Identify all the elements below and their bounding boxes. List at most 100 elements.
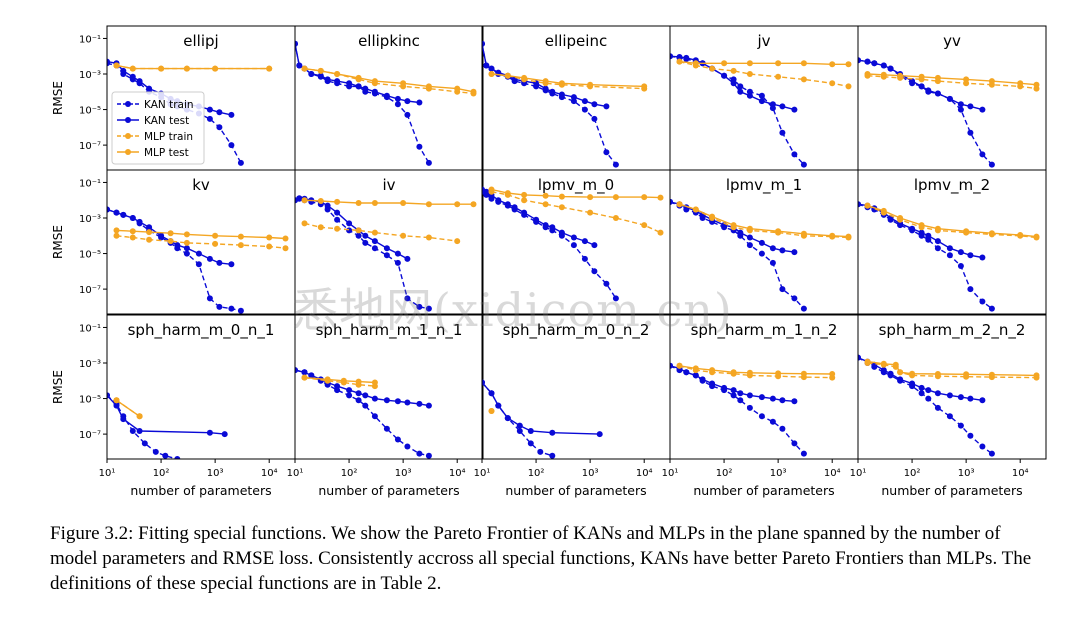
kan-train-point [355, 232, 362, 239]
kan-train-point [591, 115, 598, 122]
kan-train-point [346, 392, 353, 399]
mlp-test-point [845, 61, 852, 68]
mlp-test-point [963, 228, 970, 235]
mlp-test-point [641, 83, 648, 90]
kan-test-point [120, 416, 127, 423]
kan-test-point [683, 369, 690, 376]
panel-frame [294, 314, 484, 460]
mlp-test-point [746, 369, 753, 376]
kan-train-point [216, 124, 223, 131]
panel-data [107, 206, 289, 314]
mlp-test-point [158, 65, 165, 72]
kan-train-point [394, 259, 401, 266]
mlp-train-line [491, 191, 661, 234]
kan-test-point [779, 247, 786, 254]
mlp-test-point [864, 71, 871, 77]
kan-test-point [542, 222, 549, 229]
kan-train-point [779, 286, 786, 293]
kan-test-point [909, 78, 916, 85]
figure-caption: Figure 3.2: Fitting special functions. W… [50, 523, 1032, 594]
kan-test-point [979, 106, 986, 113]
panel-title: ellipj [183, 32, 218, 50]
x-tick-label: 10¹ [99, 468, 116, 479]
kan-test-point [758, 98, 765, 105]
kan-test-point [295, 40, 298, 47]
kan-train-point [371, 245, 378, 252]
kan-test-point [758, 394, 765, 401]
panel-title: iv [382, 176, 395, 194]
kan-test-point [676, 54, 683, 60]
kan-train-point [737, 83, 744, 90]
kan-test-point [107, 392, 110, 399]
mlp-test-point [129, 65, 136, 72]
panel-frame [294, 169, 484, 315]
x-axis-label: number of parameters [505, 483, 646, 498]
kan-test-point [362, 232, 369, 239]
x-tick-label: 10⁴ [261, 468, 278, 479]
kan-test-point [918, 83, 925, 90]
y-tick-label: 10⁻³ [79, 214, 101, 225]
x-tick-label: 10⁴ [636, 468, 653, 479]
mlp-train-point [266, 243, 273, 250]
mlp-test-point [1017, 232, 1024, 238]
mlp-test-point [897, 369, 904, 376]
y-axis-label: RMSE [51, 81, 65, 115]
kan-test-point [909, 380, 916, 387]
panel-yv: yv [857, 25, 1047, 171]
mlp-test-point [829, 61, 836, 68]
mlp-train-point [371, 229, 378, 236]
mlp-train-point [400, 232, 407, 239]
kan-train-point [162, 452, 169, 459]
mlp-test-point [934, 371, 941, 377]
kan-train-point [416, 143, 423, 150]
kan-test-point [355, 83, 362, 90]
kan-train-point [769, 418, 776, 425]
kan-train-point [237, 159, 244, 166]
x-tick-label: 10² [341, 468, 358, 479]
mlp-train-point [212, 240, 219, 247]
kan-test-point [394, 398, 401, 405]
panel-data [295, 40, 477, 166]
mlp-test-point [845, 233, 852, 240]
mlp-test-point [355, 200, 362, 206]
kan-test-point [425, 402, 432, 409]
mlp-test-point [775, 228, 782, 235]
kan-test-point [871, 60, 878, 67]
kan-train-point [425, 305, 432, 312]
kan-train-point [237, 307, 244, 314]
kan-train-point [988, 305, 995, 312]
mlp-test-point [963, 371, 970, 378]
mlp-test-point [301, 374, 308, 381]
legend-marker [125, 149, 131, 155]
panel-data [482, 186, 664, 302]
x-tick-label: 10¹ [287, 468, 304, 479]
kan-train-point [957, 106, 964, 113]
mlp-test-point [897, 215, 904, 221]
panel-sph-harm-m-2-n-2: sph_harm_m_2_n_2 10¹ 10² 10³ 10⁴ number of pa… [850, 314, 1047, 498]
kan-test-point [670, 53, 673, 60]
mlp-test-line [116, 229, 286, 240]
mlp-test-point [988, 230, 995, 237]
mlp-test-point [721, 60, 728, 67]
mlp-test-point [504, 190, 511, 197]
kan-train-point [779, 129, 786, 136]
mlp-test-point [301, 65, 308, 72]
mlp-train-point [454, 238, 461, 245]
kan-train-point [416, 303, 423, 310]
mlp-test-point [934, 74, 941, 81]
mlp-test-point [892, 361, 899, 368]
kan-test-point [967, 103, 974, 110]
mlp-test-point [709, 213, 716, 220]
panel-frame [857, 169, 1047, 315]
kan-test-point [858, 201, 861, 208]
mlp-test-point [657, 194, 664, 201]
kan-train-point [516, 428, 523, 434]
kan-test-point [769, 245, 776, 252]
panel-lpmv-m-0: lpmv_m_0 [481, 169, 671, 315]
panel-title: sph_harm_m_0_n_2 [503, 321, 650, 340]
kan-train-point [404, 111, 411, 118]
kan-test-point [596, 431, 603, 438]
kan-train-point [206, 115, 213, 122]
panel-title: kv [192, 176, 210, 194]
kan-train-point [737, 397, 744, 404]
